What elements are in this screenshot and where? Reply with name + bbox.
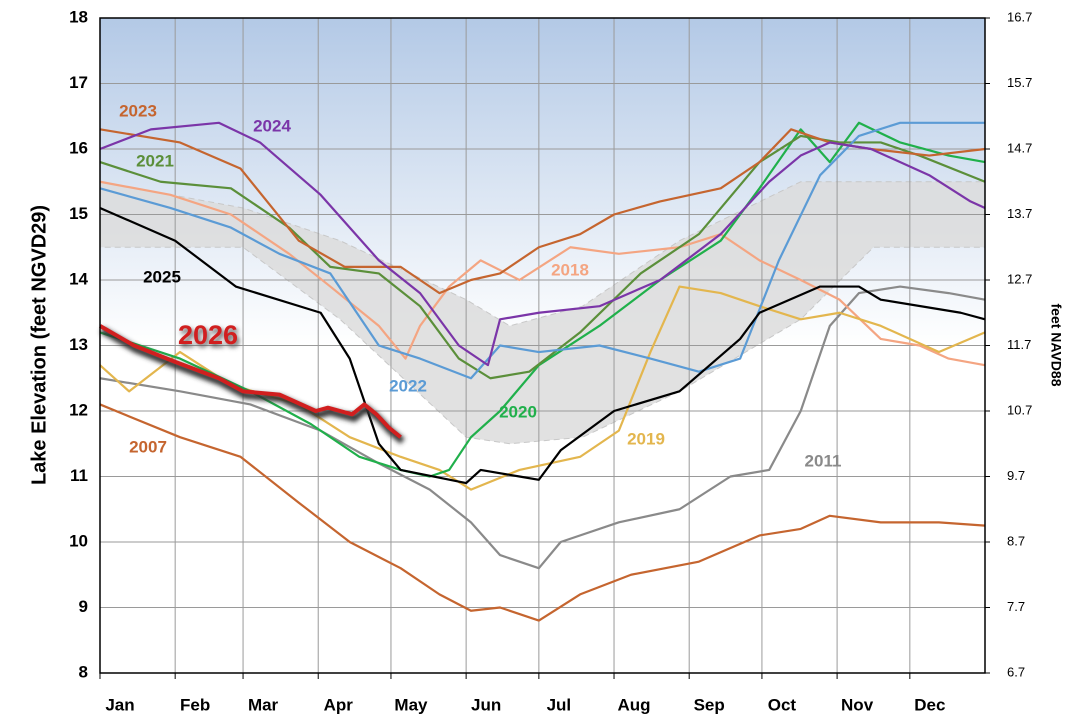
x-tick-label: Dec <box>914 695 945 714</box>
y-tick-label: 13 <box>69 335 88 354</box>
y2-tick-label: 8.7 <box>1007 533 1025 548</box>
plot-frame <box>99 17 986 674</box>
x-tick-label: May <box>394 695 428 714</box>
series-label: 2021 <box>136 151 174 170</box>
y-tick-label: 9 <box>79 597 88 616</box>
x-tick-label: Mar <box>248 695 279 714</box>
y-tick-label: 15 <box>69 204 88 223</box>
y2-tick-label: 9.7 <box>1007 468 1025 483</box>
series-line <box>99 403 986 622</box>
x-tick-label: Apr <box>324 695 354 714</box>
series-label: 2019 <box>627 429 665 448</box>
x-tick-label: Feb <box>180 695 210 714</box>
y-tick-label: 12 <box>69 400 88 419</box>
x-tick-label: Aug <box>618 695 651 714</box>
series-line <box>98 324 402 439</box>
y-tick-label: 8 <box>79 662 88 681</box>
y2-tick-label: 7.7 <box>1007 599 1025 614</box>
series-line <box>99 121 986 367</box>
x-tick-label: Oct <box>768 695 797 714</box>
y2-tick-label: 11.7 <box>1007 337 1031 352</box>
series-label: 2020 <box>499 402 537 421</box>
y-tick-label: 17 <box>69 73 88 92</box>
y2-tick-label: 10.7 <box>1007 402 1032 417</box>
y2-tick-label: 12.7 <box>1007 271 1032 286</box>
series-label: 2024 <box>253 116 291 135</box>
series-line <box>99 121 985 380</box>
y2-tick-label: 13.7 <box>1007 206 1032 221</box>
series-label: 2023 <box>119 101 157 120</box>
series-label-shadow: 2026 <box>180 323 240 353</box>
x-tick-label: Sep <box>694 695 725 714</box>
y-tick-label: 18 <box>69 7 88 26</box>
x-tick-label: Nov <box>841 695 874 714</box>
y-axis-label: Lake Elevation (feet NGVD29) <box>28 205 50 485</box>
x-tick-label: Jun <box>471 695 501 714</box>
y2-axis-label: feet NAVD88 <box>1048 304 1064 387</box>
series-label: 2007 <box>129 437 167 456</box>
y-tick-label: 16 <box>69 138 88 157</box>
series-label: 2022 <box>389 376 427 395</box>
series-label: 2018 <box>551 260 589 279</box>
y-tick-label: 14 <box>69 269 88 288</box>
series-label: 2026 <box>178 320 238 350</box>
y2-tick-label: 15.7 <box>1007 75 1032 90</box>
y2-tick-label: 16.7 <box>1007 9 1032 24</box>
x-tick-label: Jan <box>105 695 134 714</box>
series-label: 2025 <box>143 267 181 286</box>
y-tick-label: 11 <box>70 466 88 485</box>
x-tick-label: Jul <box>547 695 572 714</box>
series-label: 2011 <box>805 451 842 470</box>
series-line <box>99 128 986 295</box>
y-tick-label: 10 <box>69 531 88 550</box>
y2-tick-label: 6.7 <box>1007 664 1025 679</box>
y2-tick-label: 14.7 <box>1007 140 1032 155</box>
series-line <box>99 206 986 485</box>
